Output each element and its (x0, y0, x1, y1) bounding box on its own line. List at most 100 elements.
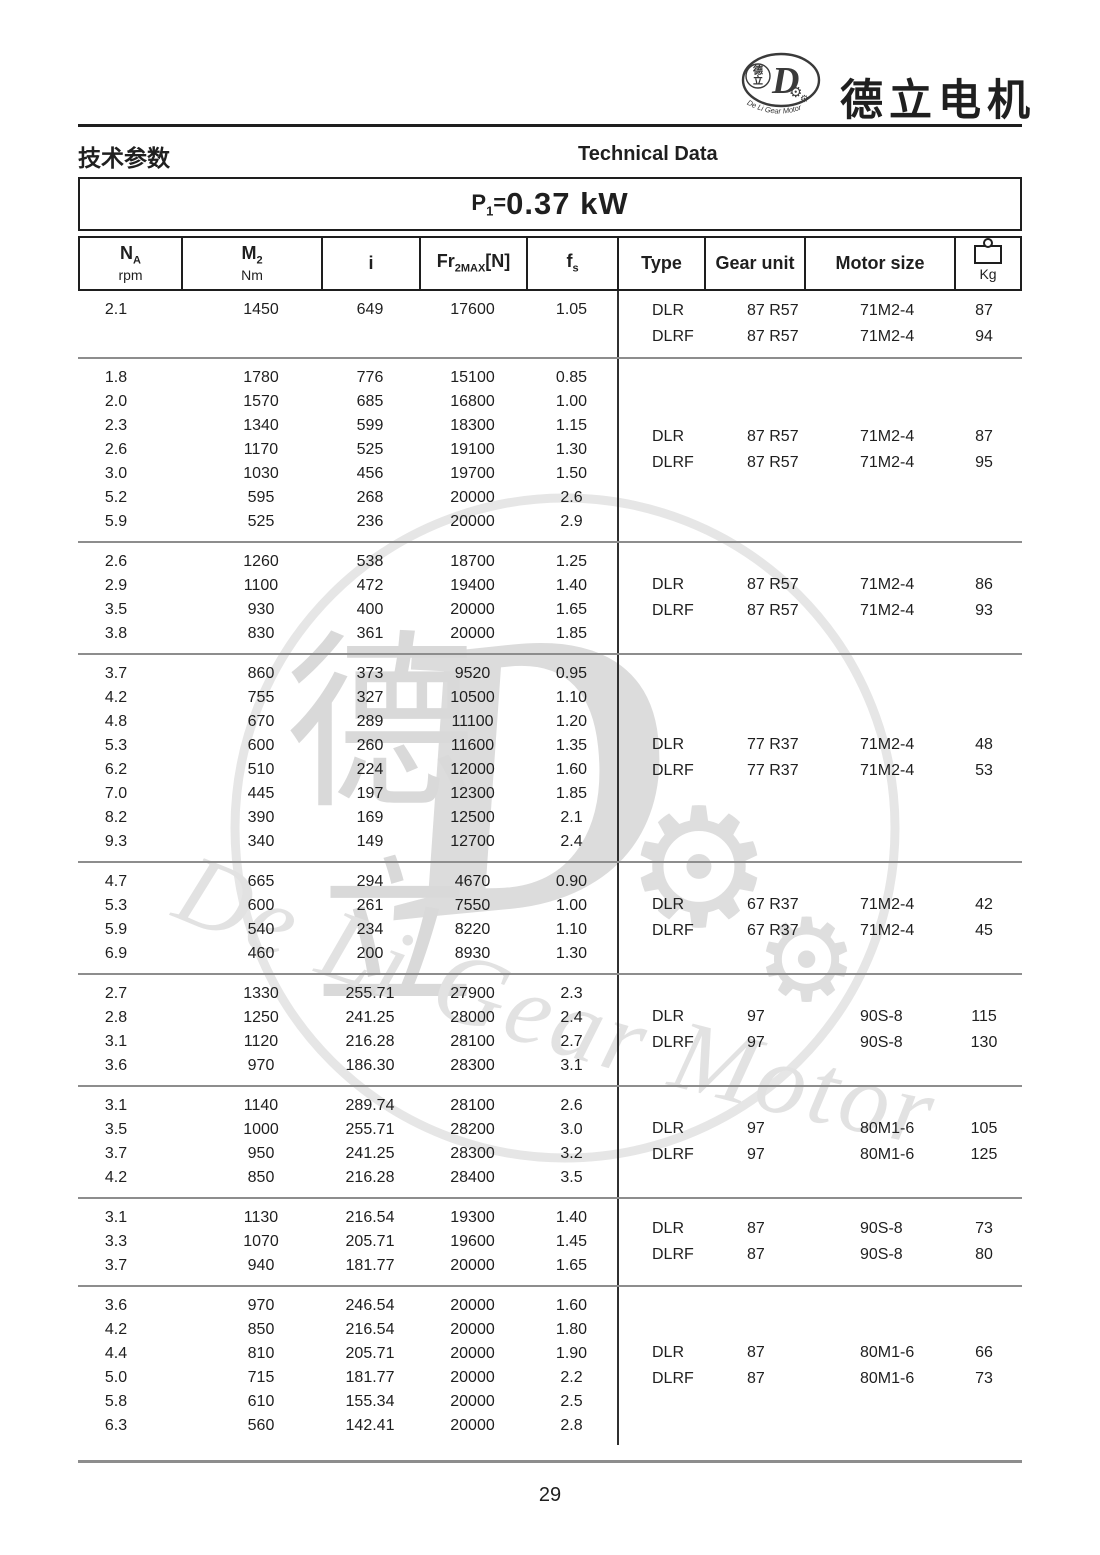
cell-fr2max: 20000 (450, 1257, 495, 1274)
table-row: 4.2 755 327 10500 1.10 (78, 686, 617, 710)
cell-m2: 670 (247, 713, 275, 730)
cell-fs: 1.00 (555, 393, 588, 410)
cell-fr2max: 12300 (450, 785, 495, 802)
cell-i: 236 (356, 513, 384, 530)
cell-fs: 3.5 (560, 1169, 583, 1186)
cell-i: 456 (356, 465, 384, 482)
cell-na: 3.0 (104, 465, 128, 482)
cell-m2: 1330 (243, 985, 279, 1002)
cell-fr2max: 20000 (450, 625, 495, 642)
cell-i: 525 (356, 441, 384, 458)
cell-fr2max: 28300 (450, 1057, 495, 1074)
variant-row: DLRF 87 R57 71M2-4 93 (619, 598, 1022, 624)
cell-i: 255.71 (345, 1121, 395, 1138)
table-row: 5.8 610 155.34 20000 2.5 (78, 1390, 617, 1414)
cell-fs: 3.0 (560, 1121, 583, 1138)
cell-i: 200 (356, 945, 384, 962)
cell-gear-unit: 77 R37 (747, 762, 799, 779)
variant-row: DLR 97 90S-8 115 (619, 1004, 1022, 1030)
group-left: 3.1 1140 289.74 28100 2.6 3.5 1000 255.71 28200 3… (78, 1087, 617, 1197)
footer-rule (78, 1460, 1022, 1463)
group-right: DLR 77 R37 71M2-4 48 DLRF 77 R37 71M2-4 53 (617, 655, 1022, 861)
variant-row: DLR 77 R37 71M2-4 48 (619, 732, 1022, 758)
variant-row: DLRF 97 80M1-6 125 (619, 1142, 1022, 1168)
cell-weight: 73 (975, 1370, 993, 1387)
cell-weight: 42 (975, 896, 993, 913)
cell-fr2max: 12000 (450, 761, 495, 778)
cell-fr2max: 28300 (450, 1145, 495, 1162)
cell-i: 216.54 (345, 1209, 395, 1226)
cell-motor-size: 71M2-4 (860, 302, 915, 319)
cell-na: 5.9 (104, 921, 128, 938)
cell-gear-unit: 87 (747, 1370, 765, 1387)
cell-i: 361 (356, 625, 384, 642)
cell-na: 2.8 (104, 1009, 128, 1026)
cell-m2: 1140 (243, 1097, 279, 1114)
cell-fs: 1.45 (555, 1233, 588, 1250)
cell-i: 216.28 (345, 1033, 395, 1050)
table-row: 2.8 1250 241.25 28000 2.4 (78, 1006, 617, 1030)
cell-m2: 560 (247, 1417, 275, 1434)
cell-fs: 2.4 (560, 1009, 583, 1026)
group-right: DLR 87 R57 71M2-4 87 DLRF 87 R57 71M2-4 95 (617, 359, 1022, 541)
cell-motor-size: 71M2-4 (860, 454, 915, 471)
cell-fs: 2.6 (560, 489, 583, 506)
cell-gear-unit: 77 R37 (747, 736, 799, 753)
cell-na: 4.2 (104, 1169, 128, 1186)
cell-weight: 48 (975, 736, 993, 753)
table-row: 3.5 1000 255.71 28200 3.0 (78, 1118, 617, 1142)
logo-monogram: D (771, 60, 799, 102)
cell-i: 246.54 (345, 1297, 395, 1314)
cell-weight: 53 (975, 762, 993, 779)
cell-fr2max: 19300 (450, 1209, 495, 1226)
cell-motor-size: 80M1-6 (860, 1344, 915, 1361)
column-header-fr2max: Fr2MAX[N] (421, 238, 528, 289)
table-row: 3.7 860 373 9520 0.95 (78, 662, 617, 686)
header-rule (78, 124, 1022, 127)
logo-ellipse (741, 52, 821, 108)
cell-fs: 1.05 (555, 301, 588, 318)
cell-fr2max: 4670 (454, 873, 491, 890)
cell-weight: 73 (975, 1220, 993, 1237)
cell-type: DLR (652, 1220, 685, 1237)
cell-weight: 87 (975, 428, 993, 445)
cell-fs: 2.6 (560, 1097, 583, 1114)
column-header-fs: fs (528, 238, 619, 289)
table-group: 3.1 1130 216.54 19300 1.40 3.3 1070 205.71 19600… (78, 1199, 1022, 1285)
cell-na: 3.1 (104, 1209, 128, 1226)
cell-i: 142.41 (345, 1417, 395, 1434)
table-row: 2.1 1450 649 17600 1.05 (78, 298, 617, 322)
cell-na: 3.7 (104, 1145, 128, 1162)
cell-weight: 95 (975, 454, 993, 471)
cell-na: 5.3 (104, 737, 128, 754)
cell-gear-unit: 87 R57 (747, 576, 799, 593)
group-separator (78, 1285, 1022, 1287)
cell-fs: 1.65 (555, 1257, 588, 1274)
cell-weight: 93 (975, 602, 993, 619)
table-row: 4.8 670 289 11100 1.20 (78, 710, 617, 734)
cell-fr2max: 16800 (450, 393, 495, 410)
table-row: 5.3 600 260 11600 1.35 (78, 734, 617, 758)
cell-i: 776 (356, 369, 384, 386)
cell-fr2max: 20000 (450, 1321, 495, 1338)
logo-seal-bottom: 立 (753, 74, 763, 87)
cell-na: 2.1 (104, 301, 128, 318)
cell-fs: 1.10 (555, 689, 588, 706)
group-left: 3.6 970 246.54 20000 1.60 4.2 850 216.54 20000 1.… (78, 1287, 617, 1445)
cell-na: 3.6 (104, 1057, 128, 1074)
cell-fr2max: 17600 (450, 301, 495, 318)
table-row: 3.5 930 400 20000 1.65 (78, 598, 617, 622)
cell-fs: 3.2 (560, 1145, 583, 1162)
table-row: 3.6 970 246.54 20000 1.60 (78, 1294, 617, 1318)
variant-row: DLR 67 R37 71M2-4 42 (619, 892, 1022, 918)
table-row: 5.9 540 234 8220 1.10 (78, 918, 617, 942)
table-body: 2.1 1450 649 17600 1.05 DLR 87 R57 71M2-4 87 DLRF… (78, 291, 1022, 1445)
cell-i: 649 (356, 301, 384, 318)
table-row: 5.2 595 268 20000 2.6 (78, 486, 617, 510)
cell-fr2max: 8220 (454, 921, 491, 938)
cell-i: 289 (356, 713, 384, 730)
cell-m2: 1170 (243, 441, 279, 458)
column-header-motor-size: Motor size (806, 238, 956, 289)
cell-na: 4.2 (104, 1321, 128, 1338)
cell-m2: 1250 (243, 1009, 279, 1026)
